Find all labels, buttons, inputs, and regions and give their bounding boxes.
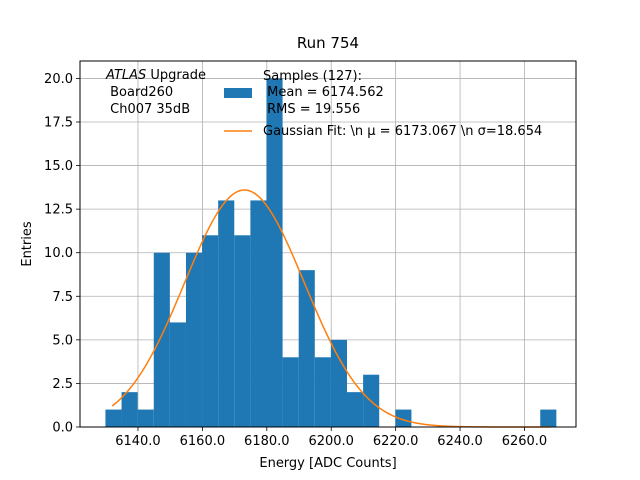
- x-tick-label: 6180.0: [244, 434, 290, 449]
- x-axis: 6140.0 6160.0 6180.0 6200.0 6220.0 6240.0 6260…: [115, 427, 547, 449]
- plot-frame: [79, 60, 577, 428]
- x-tick-label: 6240.0: [437, 434, 483, 449]
- y-tick-label: 5.0: [52, 333, 73, 348]
- y-tick-label: 7.5: [52, 290, 73, 305]
- histogram-bar: [298, 270, 315, 427]
- legend-swatch-histogram: [224, 88, 252, 98]
- histogram-bar: [169, 322, 186, 427]
- y-tick-label: 17.5: [44, 116, 73, 131]
- annotation-line-2: Board260: [106, 85, 173, 100]
- y-tick-label: 10.0: [44, 246, 73, 261]
- histogram-bar: [234, 235, 251, 427]
- legend-histogram-line-3: RMS = 19.556: [263, 102, 360, 117]
- chart-title: Run 754: [297, 34, 359, 52]
- x-tick-label: 6260.0: [502, 434, 548, 449]
- legend-fit-label: Gaussian Fit: \n μ = 6173.067 \n σ=18.65…: [263, 124, 542, 139]
- histogram-bar: [202, 235, 219, 427]
- histogram-bar: [137, 409, 154, 427]
- y-axis-label: Entries: [20, 221, 35, 267]
- annotation: ATLAS Upgrade Board260 Ch007 35dB: [105, 68, 206, 117]
- histogram-bar: [314, 357, 331, 427]
- histogram-bar: [121, 392, 138, 427]
- histogram-bar: [218, 200, 235, 427]
- histogram-bar: [347, 392, 364, 427]
- legend-histogram-line-1: Samples (127):: [263, 69, 362, 84]
- histogram-bar: [282, 357, 299, 427]
- histogram-bar: [105, 409, 122, 427]
- x-tick-label: 6200.0: [308, 434, 354, 449]
- annotation-line-1: ATLAS Upgrade: [105, 68, 206, 83]
- annotation-line-3: Ch007 35dB: [106, 102, 190, 117]
- y-tick-label: 2.5: [52, 377, 73, 392]
- y-tick-label: 12.5: [44, 203, 73, 218]
- x-tick-label: 6160.0: [180, 434, 226, 449]
- histogram-bar: [330, 339, 348, 427]
- x-tick-label: 6220.0: [373, 434, 419, 449]
- legend-histogram-line-2: Mean = 6174.562: [263, 85, 384, 100]
- x-tick-label: 6140.0: [115, 434, 161, 449]
- histogram-bar: [395, 409, 412, 427]
- histogram-bar: [185, 252, 203, 427]
- histogram-bars: [105, 78, 557, 427]
- histogram-bar: [250, 200, 267, 427]
- y-tick-label: 0.0: [52, 421, 73, 436]
- y-tick-label: 20.0: [44, 72, 73, 87]
- histogram-bar: [540, 409, 557, 427]
- x-axis-label: Energy [ADC Counts]: [259, 456, 396, 471]
- y-tick-label: 15.0: [44, 159, 73, 174]
- legend: Samples (127): Mean = 6174.562 RMS = 19.…: [224, 69, 542, 139]
- histogram-bar: [266, 78, 283, 427]
- histogram-bar: [153, 252, 170, 427]
- y-axis: 0.0 2.5 5.0 7.5 10.0 12.5 15.0 17.5 20.0: [44, 72, 80, 436]
